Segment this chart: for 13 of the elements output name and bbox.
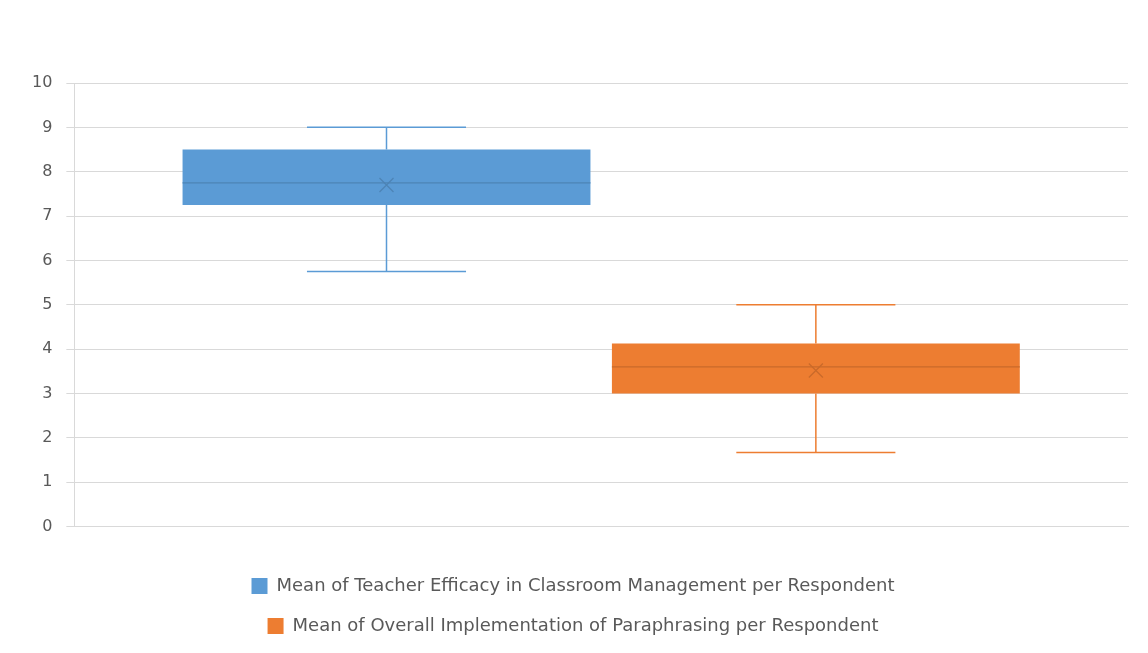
y-tick-label: 9 xyxy=(42,116,53,136)
y-tick-label: 4 xyxy=(42,338,53,358)
y-tick-label: 5 xyxy=(42,293,53,313)
y-tick-label: 7 xyxy=(42,205,53,225)
y-tick-label: 6 xyxy=(42,249,53,269)
y-tick-label: 10 xyxy=(32,72,53,92)
legend-label: Mean of Teacher Efficacy in Classroom Management per Respondent xyxy=(276,573,895,595)
legend-label: Mean of Overall Implementation of Paraphrasing per Respondent xyxy=(292,613,879,635)
y-tick-label: 0 xyxy=(42,515,53,535)
y-tick-label: 1 xyxy=(42,471,53,491)
y-tick-label: 8 xyxy=(42,160,53,180)
y-tick-label: 3 xyxy=(42,382,53,402)
y-tick-label: 2 xyxy=(42,427,53,447)
